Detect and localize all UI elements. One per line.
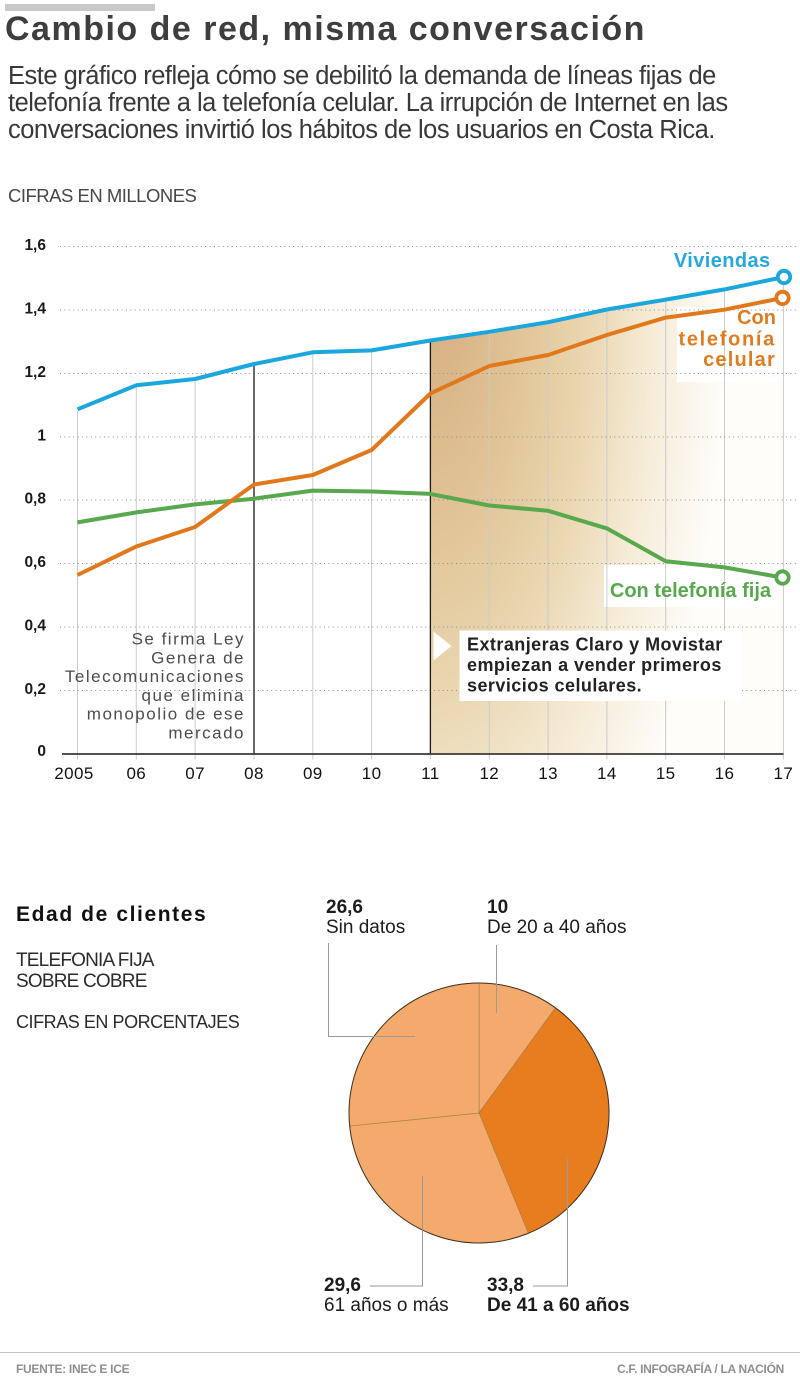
svg-text:Se firma Ley: Se firma Ley <box>132 630 245 649</box>
svg-text:07: 07 <box>185 764 205 783</box>
svg-text:1,2: 1,2 <box>24 364 46 381</box>
svg-text:Extranjeras Claro y Movistar: Extranjeras Claro y Movistar <box>467 635 723 655</box>
svg-text:16: 16 <box>715 764 735 783</box>
svg-text:0,6: 0,6 <box>24 554 46 571</box>
svg-text:17: 17 <box>774 764 794 783</box>
svg-text:12: 12 <box>479 764 499 783</box>
svg-text:0,2: 0,2 <box>24 681 46 698</box>
svg-text:telefonía: telefonía <box>678 329 776 351</box>
svg-text:11: 11 <box>421 764 439 783</box>
svg-text:monopolio de ese: monopolio de ese <box>87 705 245 724</box>
svg-text:servicios celulares.: servicios celulares. <box>467 676 642 696</box>
svg-text:Telecomunicaciones: Telecomunicaciones <box>65 667 245 686</box>
svg-text:2005: 2005 <box>54 764 93 783</box>
svg-text:1: 1 <box>37 428 46 445</box>
svg-text:Con: Con <box>737 307 776 329</box>
svg-text:Con telefonía fija: Con telefonía fija <box>610 580 772 602</box>
svg-text:15: 15 <box>656 764 676 783</box>
svg-text:celular: celular <box>703 349 776 371</box>
svg-text:13: 13 <box>538 764 558 783</box>
svg-text:1,6: 1,6 <box>24 237 46 254</box>
svg-text:Genera de: Genera de <box>151 648 245 667</box>
svg-text:empiezan a vender primeros: empiezan a vender primeros <box>467 655 722 675</box>
svg-text:0,4: 0,4 <box>24 618 46 635</box>
svg-text:06: 06 <box>126 764 146 783</box>
svg-text:14: 14 <box>597 764 617 783</box>
svg-text:09: 09 <box>303 764 323 783</box>
svg-text:Viviendas: Viviendas <box>674 250 771 272</box>
svg-text:mercado: mercado <box>168 724 245 743</box>
svg-text:1,4: 1,4 <box>24 301 46 318</box>
svg-text:10: 10 <box>362 764 382 783</box>
svg-text:0,8: 0,8 <box>24 491 46 508</box>
svg-text:08: 08 <box>244 764 264 783</box>
svg-text:que elimina: que elimina <box>142 686 245 705</box>
svg-text:0: 0 <box>37 743 46 760</box>
